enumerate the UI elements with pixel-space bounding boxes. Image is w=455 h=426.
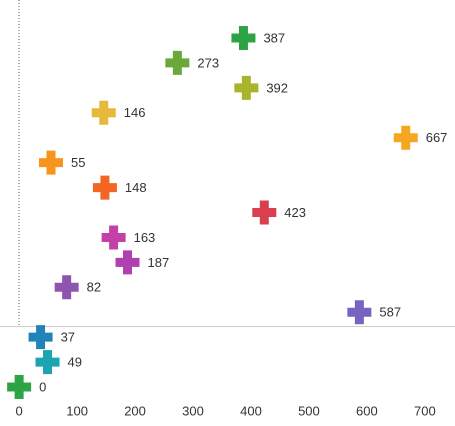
value-label: 82 bbox=[87, 280, 101, 295]
x-tick-label: 500 bbox=[298, 403, 320, 418]
x-tick-label: 400 bbox=[240, 403, 262, 418]
plus-marker bbox=[252, 200, 277, 225]
value-label: 146 bbox=[124, 105, 146, 120]
x-tick-label: 0 bbox=[16, 403, 23, 418]
value-label: 148 bbox=[125, 180, 147, 195]
value-label: 387 bbox=[263, 30, 285, 45]
plus-marker bbox=[54, 275, 79, 300]
value-label: 423 bbox=[284, 205, 306, 220]
plus-marker bbox=[35, 350, 60, 375]
plus-marker bbox=[115, 250, 140, 275]
x-tick-label: 700 bbox=[414, 403, 436, 418]
plus-marker bbox=[347, 300, 372, 325]
plus-marker bbox=[234, 75, 259, 100]
x-tick-label: 600 bbox=[356, 403, 378, 418]
plus-marker bbox=[165, 50, 190, 75]
x-tick-label: 300 bbox=[182, 403, 204, 418]
x-tick-label: 100 bbox=[66, 403, 88, 418]
value-label: 273 bbox=[197, 55, 219, 70]
value-label: 37 bbox=[61, 330, 75, 345]
value-label: 667 bbox=[426, 130, 448, 145]
value-label: 587 bbox=[379, 305, 401, 320]
plus-marker bbox=[101, 225, 126, 250]
plus-marker bbox=[39, 150, 64, 175]
value-label: 49 bbox=[68, 355, 82, 370]
plus-marker bbox=[28, 325, 53, 350]
plus-marker bbox=[393, 125, 418, 150]
plus-marker bbox=[92, 175, 117, 200]
value-label: 392 bbox=[266, 80, 288, 95]
x-tick-label: 200 bbox=[124, 403, 146, 418]
value-label: 187 bbox=[148, 255, 170, 270]
plus-marker bbox=[91, 100, 116, 125]
value-label: 163 bbox=[134, 230, 156, 245]
plus-marker bbox=[7, 375, 32, 400]
value-label: 55 bbox=[71, 155, 85, 170]
value-label: 0 bbox=[39, 379, 46, 394]
plus-marker bbox=[231, 26, 256, 50]
